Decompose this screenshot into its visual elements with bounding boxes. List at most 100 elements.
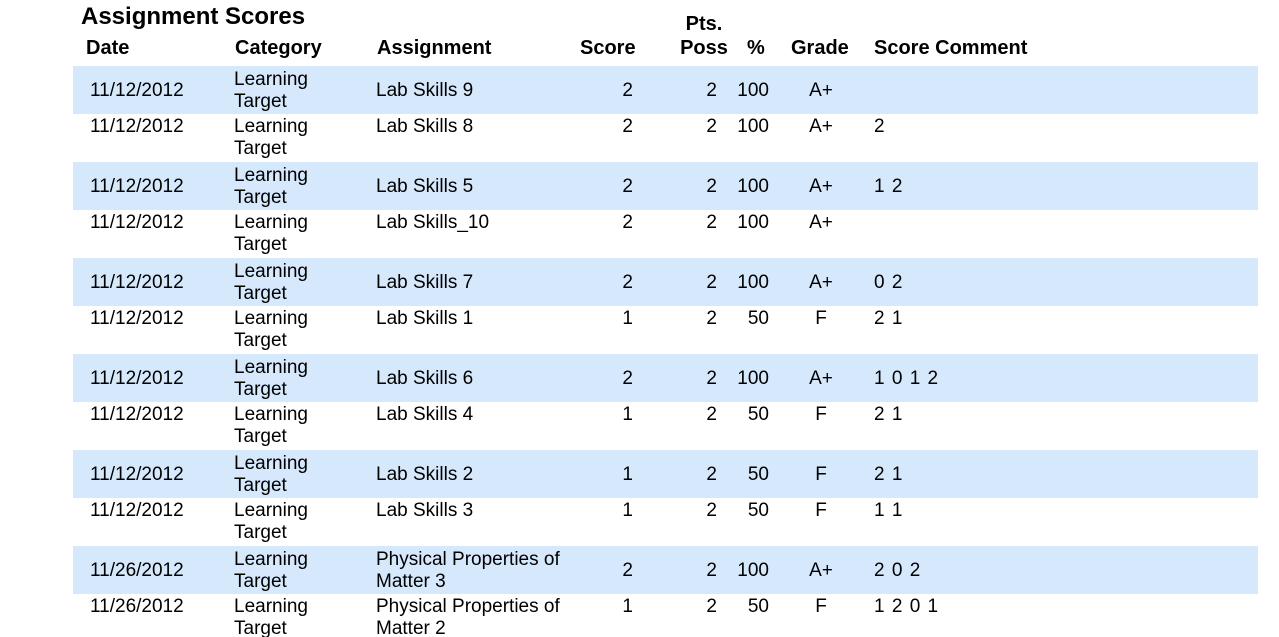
cell-score-comment: 1 2 0 1 bbox=[874, 596, 939, 617]
column-header-score: Score bbox=[580, 37, 636, 59]
cell-assignment: Lab Skills 5 bbox=[376, 176, 474, 197]
cell-grade: F bbox=[815, 404, 827, 425]
cell-date: 11/26/2012 bbox=[90, 596, 184, 617]
cell-percent: 100 bbox=[737, 212, 769, 233]
cell-grade: A+ bbox=[809, 212, 833, 233]
cell-pts-poss: 2 bbox=[706, 404, 717, 425]
cell-score: 2 bbox=[622, 272, 633, 293]
cell-category: Learning Target bbox=[234, 165, 308, 208]
table-row: 11/26/2012 Learning Target Physical Proper… bbox=[73, 594, 1258, 637]
cell-grade: A+ bbox=[809, 176, 833, 197]
cell-pts-poss: 2 bbox=[706, 212, 717, 233]
cell-date: 11/12/2012 bbox=[90, 500, 184, 521]
cell-assignment: Lab Skills 1 bbox=[376, 308, 474, 329]
column-header-category: Category bbox=[235, 37, 322, 59]
cell-category: Learning Target bbox=[234, 357, 308, 400]
cell-assignment: Lab Skills 7 bbox=[376, 272, 474, 293]
cell-score-comment: 2 1 bbox=[874, 464, 903, 485]
cell-date: 11/12/2012 bbox=[90, 404, 184, 425]
cell-category: Learning Target bbox=[234, 116, 308, 159]
cell-grade: A+ bbox=[809, 80, 833, 101]
cell-percent: 100 bbox=[737, 368, 769, 389]
table-row: 11/12/2012 Learning Target Lab Skills 4 1 2 5… bbox=[73, 402, 1258, 450]
cell-grade: F bbox=[815, 500, 827, 521]
cell-assignment: Lab Skills 9 bbox=[376, 80, 474, 101]
cell-percent: 50 bbox=[747, 308, 769, 329]
cell-assignment: Lab Skills 3 bbox=[376, 500, 474, 521]
cell-pts-poss: 2 bbox=[706, 272, 717, 293]
cell-category: Learning Target bbox=[234, 453, 308, 496]
column-header-pts-poss: Pts. Poss bbox=[678, 12, 730, 60]
cell-score: 2 bbox=[622, 560, 633, 581]
cell-category: Learning Target bbox=[234, 596, 308, 637]
cell-assignment: Lab Skills 6 bbox=[376, 368, 474, 389]
column-header-pts-line1: Pts. bbox=[685, 13, 723, 35]
table-row: 11/12/2012 Learning Target Lab Skills_10 2 2… bbox=[73, 210, 1258, 258]
cell-pts-poss: 2 bbox=[706, 80, 717, 101]
column-header-grade: Grade bbox=[791, 37, 849, 59]
cell-score-comment: 0 2 bbox=[874, 272, 903, 293]
cell-category: Learning Target bbox=[234, 69, 308, 112]
cell-pts-poss: 2 bbox=[706, 464, 717, 485]
cell-score-comment: 1 0 1 2 bbox=[874, 368, 939, 389]
cell-assignment: Lab Skills_10 bbox=[376, 212, 490, 233]
cell-date: 11/12/2012 bbox=[90, 368, 184, 389]
cell-date: 11/12/2012 bbox=[90, 464, 184, 485]
cell-grade: F bbox=[815, 464, 827, 485]
cell-percent: 50 bbox=[747, 500, 769, 521]
cell-grade: F bbox=[815, 596, 827, 617]
cell-assignment: Physical Properties of Matter 2 bbox=[376, 596, 560, 637]
cell-percent: 100 bbox=[737, 80, 769, 101]
cell-score: 1 bbox=[622, 404, 633, 425]
cell-percent: 100 bbox=[737, 272, 769, 293]
cell-grade: A+ bbox=[809, 368, 833, 389]
column-header-percent: % bbox=[747, 37, 765, 59]
page-title: Assignment Scores bbox=[81, 3, 306, 30]
cell-assignment: Lab Skills 4 bbox=[376, 404, 474, 425]
cell-pts-poss: 2 bbox=[706, 368, 717, 389]
cell-score: 1 bbox=[622, 500, 633, 521]
cell-grade: A+ bbox=[809, 116, 833, 137]
cell-percent: 50 bbox=[747, 404, 769, 425]
table-row: 11/12/2012 Learning Target Lab Skills 3 1 2 5… bbox=[73, 498, 1258, 546]
table-row: 11/26/2012 Learning Target Physical Proper… bbox=[73, 546, 1258, 594]
cell-score: 1 bbox=[622, 596, 633, 617]
cell-category: Learning Target bbox=[234, 549, 308, 592]
cell-date: 11/12/2012 bbox=[90, 116, 184, 137]
cell-assignment: Physical Properties of Matter 3 bbox=[376, 549, 560, 592]
cell-score: 2 bbox=[622, 176, 633, 197]
cell-date: 11/12/2012 bbox=[90, 212, 184, 233]
cell-pts-poss: 2 bbox=[706, 116, 717, 137]
cell-score: 1 bbox=[622, 308, 633, 329]
column-header-assignment: Assignment bbox=[377, 37, 492, 59]
cell-date: 11/12/2012 bbox=[90, 272, 184, 293]
cell-score: 2 bbox=[622, 80, 633, 101]
cell-assignment: Lab Skills 8 bbox=[376, 116, 474, 137]
cell-pts-poss: 2 bbox=[706, 560, 717, 581]
column-header-score-comment: Score Comment bbox=[874, 37, 1028, 59]
cell-pts-poss: 2 bbox=[706, 176, 717, 197]
cell-assignment: Lab Skills 2 bbox=[376, 464, 474, 485]
cell-score: 2 bbox=[622, 212, 633, 233]
cell-pts-poss: 2 bbox=[706, 308, 717, 329]
cell-score-comment: 2 1 bbox=[874, 404, 903, 425]
cell-score-comment: 2 bbox=[874, 116, 885, 137]
cell-score-comment: 2 0 2 bbox=[874, 560, 921, 581]
cell-date: 11/12/2012 bbox=[90, 176, 184, 197]
table-row: 11/12/2012 Learning Target Lab Skills 1 1 2 5… bbox=[73, 306, 1258, 354]
cell-percent: 100 bbox=[737, 176, 769, 197]
column-header-pts-line2: Poss bbox=[680, 37, 728, 59]
cell-grade: A+ bbox=[809, 560, 833, 581]
cell-pts-poss: 2 bbox=[706, 596, 717, 617]
cell-category: Learning Target bbox=[234, 404, 308, 447]
cell-date: 11/12/2012 bbox=[90, 80, 184, 101]
cell-score-comment: 1 2 bbox=[874, 176, 903, 197]
cell-percent: 50 bbox=[747, 596, 769, 617]
cell-percent: 100 bbox=[737, 560, 769, 581]
cell-grade: A+ bbox=[809, 272, 833, 293]
